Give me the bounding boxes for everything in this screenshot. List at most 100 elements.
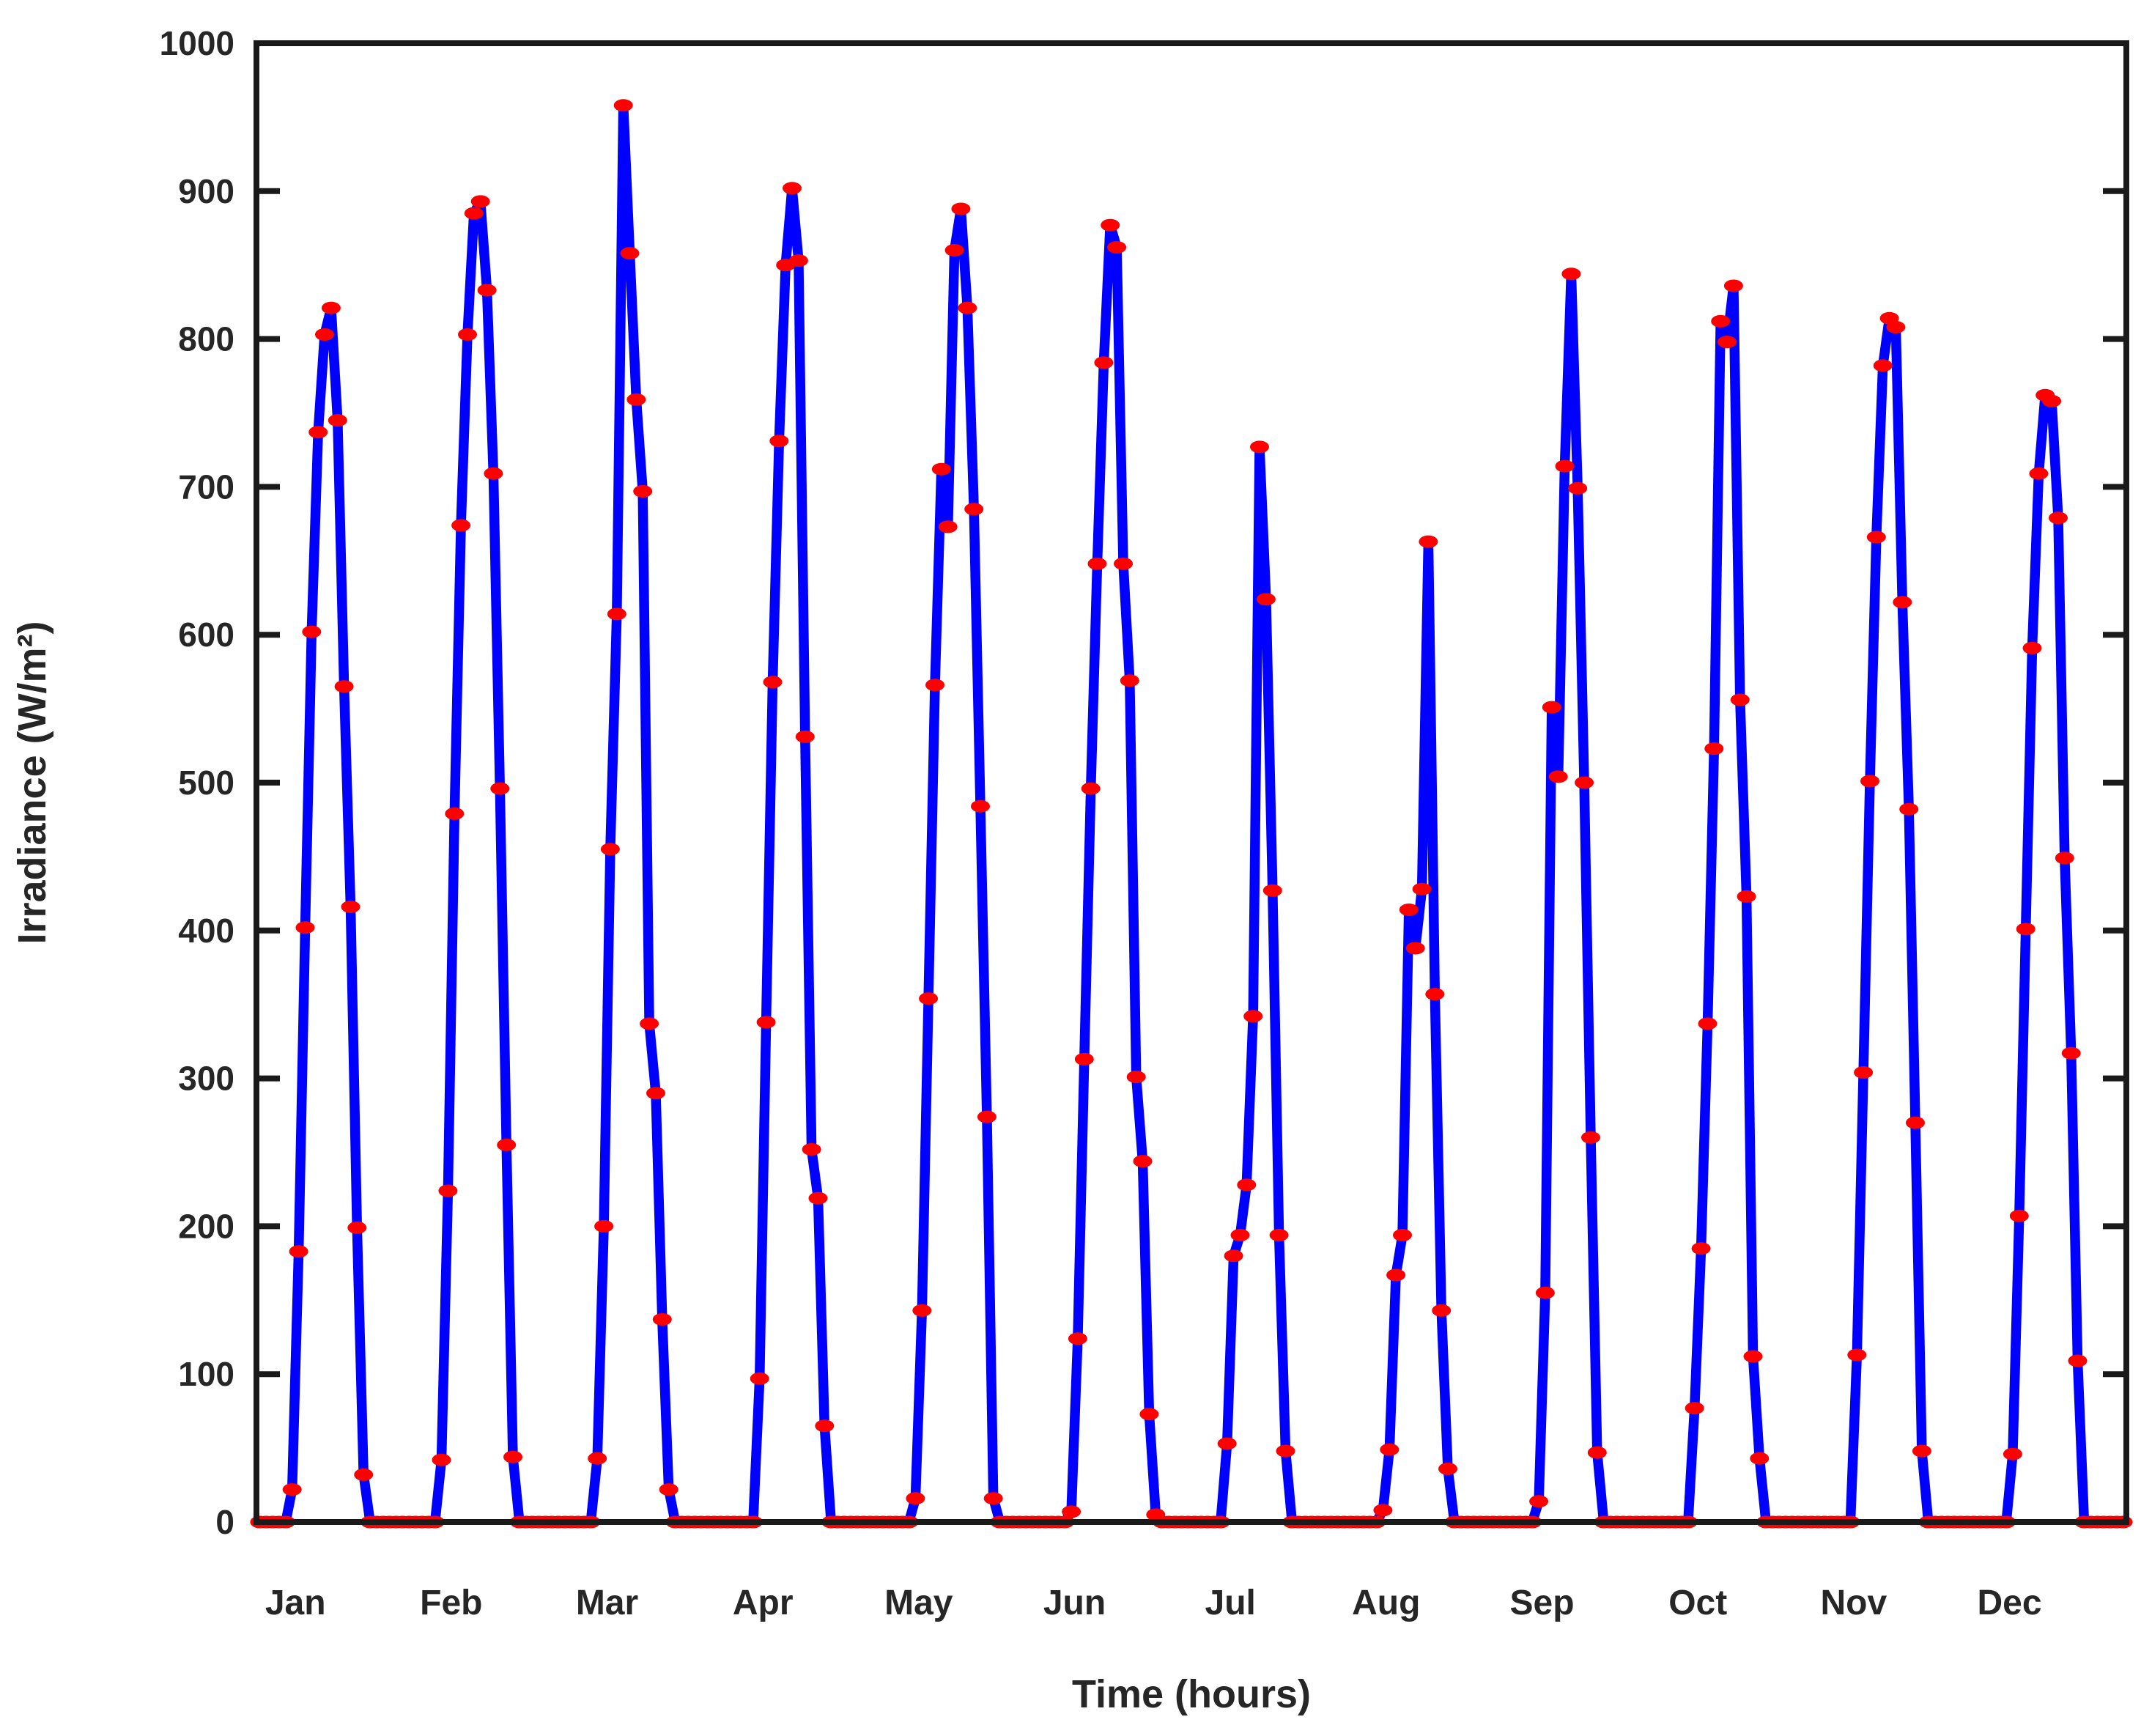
data-point-marker (1912, 1444, 1931, 1458)
data-point-marker (1575, 776, 1594, 789)
data-point-marker (750, 1372, 769, 1385)
x-axis-labels: Jan Feb Mar Apr May Jun Jul Aug Sep Oct Nov Dec (265, 1584, 2042, 1622)
data-point-marker (295, 921, 315, 934)
data-point-marker (1139, 1408, 1159, 1421)
data-point-marker (1399, 904, 1419, 916)
data-point-marker (1262, 884, 1282, 897)
data-point-marker (1847, 1348, 1867, 1362)
data-markers (250, 99, 2133, 1529)
data-point-marker (646, 1087, 665, 1100)
data-point-marker (1114, 557, 1133, 570)
x-tick-label-feb: Feb (420, 1584, 482, 1622)
data-point-marker (341, 901, 360, 913)
data-point-marker (1120, 674, 1139, 687)
x-tick-label-nov: Nov (1820, 1584, 1887, 1622)
data-point-marker (464, 207, 484, 220)
data-point-marker (302, 625, 322, 638)
y-tick-label: 200 (178, 1207, 234, 1245)
data-point-marker (1217, 1437, 1237, 1450)
data-point-marker (1081, 782, 1101, 795)
data-point-marker (971, 799, 990, 813)
data-point-marker (640, 1017, 659, 1030)
data-point-marker (815, 1419, 835, 1433)
data-point-marker (1723, 279, 1743, 292)
data-point-marker (2016, 923, 2035, 936)
data-point-marker (1133, 1155, 1153, 1168)
data-point-marker (652, 1313, 672, 1326)
y-tick-label: 100 (178, 1355, 234, 1393)
data-point-marker (1548, 770, 1568, 783)
data-point-marker (795, 730, 815, 743)
data-point-marker (626, 393, 646, 406)
data-point-marker (756, 1016, 776, 1029)
data-point-marker (321, 301, 341, 314)
data-point-marker (308, 426, 328, 439)
data-point-marker (334, 680, 354, 693)
data-point-marker (1101, 218, 1120, 232)
data-point-marker (2003, 1447, 2022, 1460)
y-tick-label: 400 (178, 912, 234, 950)
data-point-marker (906, 1492, 925, 1505)
data-point-marker (2009, 1209, 2029, 1222)
y-tick-label: 500 (178, 764, 234, 802)
data-point-marker (600, 843, 620, 856)
data-point-marker (484, 467, 503, 480)
data-point-marker (347, 1221, 367, 1234)
x-tick-label-mar: Mar (576, 1584, 638, 1622)
data-point-marker (1126, 1071, 1146, 1084)
data-point-marker (1737, 890, 1756, 903)
data-point-marker (2068, 1354, 2088, 1367)
x-tick-label-oct: Oct (1668, 1584, 1727, 1622)
y-tick-label: 900 (178, 172, 234, 210)
data-point-marker (490, 782, 510, 795)
data-point-marker (477, 284, 497, 297)
data-point-marker (594, 1219, 614, 1233)
y-axis-title: Irradiance (W/m²) (10, 621, 54, 944)
data-point-marker (1269, 1229, 1289, 1241)
data-point-marker (315, 328, 334, 341)
data-point-marker (1425, 988, 1445, 1001)
data-point-marker (432, 1453, 451, 1466)
data-point-marker (1691, 1242, 1711, 1255)
y-tick-label: 700 (178, 468, 234, 506)
x-tick-label-jun: Jun (1043, 1584, 1106, 1622)
y-tick-label: 800 (178, 320, 234, 358)
data-point-marker (1899, 802, 1919, 816)
data-point-marker (1237, 1178, 1257, 1192)
data-point-marker (1886, 321, 1906, 333)
data-point-marker (763, 676, 783, 689)
data-point-marker (503, 1450, 522, 1463)
data-point-marker (2055, 852, 2074, 865)
data-point-marker (1893, 596, 1912, 609)
data-point-marker (451, 519, 471, 532)
data-point-marker (1405, 942, 1425, 955)
y-tick-label: 0 (215, 1503, 234, 1541)
data-point-marker (1711, 314, 1731, 328)
x-tick-label-aug: Aug (1352, 1584, 1420, 1622)
data-point-marker (1750, 1452, 1770, 1465)
data-point-marker (633, 485, 653, 498)
data-point-marker (2061, 1046, 2081, 1060)
data-point-marker (925, 679, 944, 692)
plot-box (254, 40, 2129, 1525)
data-point-marker (458, 328, 477, 341)
data-point-marker (328, 414, 347, 427)
data-point-marker (1224, 1249, 1243, 1263)
data-point-marker (2042, 394, 2062, 407)
x-tick-label-may: May (884, 1584, 953, 1622)
data-point-marker (1087, 557, 1107, 570)
data-point-marker (912, 1304, 932, 1317)
data-point-marker (588, 1452, 607, 1465)
data-line (254, 100, 2129, 1527)
data-point-marker (769, 435, 789, 448)
irradiance-line (254, 100, 2129, 1527)
data-point-marker (470, 195, 490, 208)
data-point-marker (1555, 459, 1575, 473)
data-point-marker (445, 807, 465, 820)
y-axis-labels: 0 100 200 300 400 500 600 700 800 900 1000 (160, 24, 234, 1541)
data-point-marker (1068, 1332, 1087, 1345)
data-point-marker (2022, 641, 2042, 654)
x-axis-title: Time (hours) (1072, 1672, 1311, 1716)
